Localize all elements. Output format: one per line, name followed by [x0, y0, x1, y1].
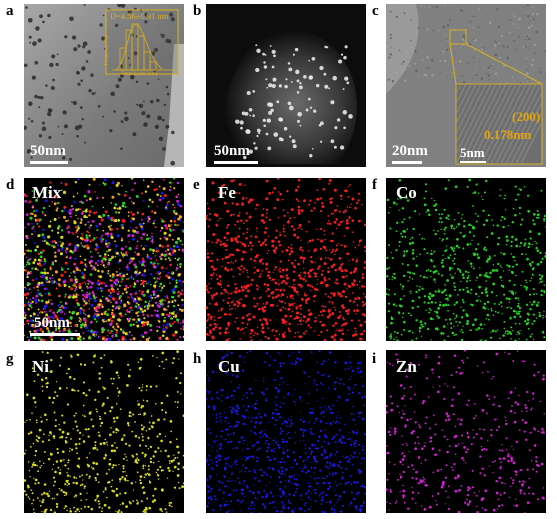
- scale-bar-b: [214, 161, 258, 164]
- tem-image-a: D=4.56±0.91 nm Particle size (nm) Freque…: [24, 4, 184, 167]
- map-label-mix: Mix: [32, 183, 62, 202]
- hrtem-texture-c: [386, 4, 546, 167]
- zoom-region-box: [449, 29, 467, 45]
- panel-letter-e: e: [193, 177, 200, 193]
- scale-label-a: 50nm: [30, 143, 66, 159]
- map-label-zn: Zn: [396, 357, 417, 376]
- lattice-speckle: [386, 4, 546, 84]
- bright-particle-dots: [235, 44, 353, 160]
- inset-scale-label-c: 5nm: [460, 145, 485, 160]
- panel-letter-a: a: [6, 3, 14, 19]
- fe-map-dots: [206, 178, 366, 341]
- scale-bar-d: [30, 333, 80, 336]
- ni-map-dots: [24, 350, 184, 513]
- scale-label-d: 50nm: [34, 315, 70, 331]
- nanoparticle-dots: [24, 4, 176, 166]
- scale-bar-c: [392, 161, 422, 164]
- histogram-x-label: Particle size (nm): [122, 72, 158, 77]
- panel-letter-i: i: [372, 351, 377, 367]
- eds-map-ni: Ni: [24, 350, 184, 513]
- map-label-cu: Cu: [218, 357, 240, 376]
- map-label-ni: Ni: [32, 357, 49, 376]
- map-label-co: Co: [396, 183, 417, 202]
- scale-label-c: 20nm: [392, 143, 428, 159]
- scale-label-b: 50nm: [214, 143, 250, 159]
- d-spacing-label: 0.178nm: [484, 127, 532, 142]
- panel-letter-g: g: [6, 351, 14, 367]
- zn-map-dots: [386, 350, 545, 513]
- scale-bar-a: [30, 161, 68, 164]
- panel-letter-c: c: [372, 3, 379, 19]
- histogram-y-label: Frequency (%): [104, 35, 110, 66]
- map-label-fe: Fe: [218, 183, 236, 202]
- haadf-texture-b: [206, 4, 366, 167]
- inset-scale-bar-c: [460, 161, 486, 163]
- panel-letter-f: f: [372, 177, 377, 193]
- eds-map-fe: Fe: [206, 178, 366, 341]
- cu-map-dots: [206, 350, 366, 513]
- size-histogram-inset: [105, 9, 179, 75]
- eds-map-zn: Zn: [386, 350, 546, 513]
- eds-map-cu: Cu: [206, 350, 366, 513]
- eds-map-mix: Mix 50nm: [24, 178, 184, 341]
- panel-letter-h: h: [193, 351, 202, 367]
- panel-letter-d: d: [6, 177, 15, 193]
- plane-index-label: (200): [512, 109, 541, 124]
- hrtem-image-c: (200) 0.178nm 20nm 5nm: [386, 4, 546, 167]
- histogram-mean-label: D=4.56±0.91 nm: [110, 11, 169, 21]
- tem-texture-a: [24, 4, 184, 167]
- haadf-image-b: 50nm: [206, 4, 366, 167]
- eds-map-co: Co: [386, 178, 546, 341]
- lattice-fringes: [456, 84, 542, 164]
- co-map-dots: [386, 178, 546, 341]
- mix-map-dots: [24, 178, 184, 341]
- panel-letter-b: b: [193, 3, 202, 19]
